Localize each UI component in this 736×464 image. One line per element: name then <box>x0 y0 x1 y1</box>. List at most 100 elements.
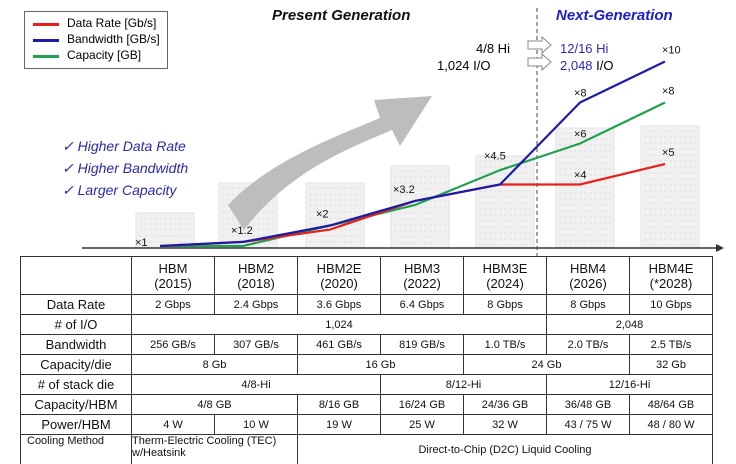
table-cell: 10 Gbps <box>629 294 713 315</box>
hbm-stack-silhouette <box>305 182 365 249</box>
multiplier-label: ×4.5 <box>484 150 506 162</box>
spec-table: HBM (2015) HBM2 (2018) HBM2E (2020) HBM3 (2022)… <box>20 256 713 464</box>
generation-year: (2022) <box>403 275 441 291</box>
table-cell: 8/12-Hi <box>380 374 547 395</box>
table-cell: 1,024 <box>131 314 547 335</box>
row-label: # of stack die <box>20 374 132 395</box>
io-to: 2,048 I/O <box>560 58 614 73</box>
table-cell: 819 GB/s <box>380 334 464 355</box>
legend-data-rate: Data Rate [Gb/s] <box>67 16 157 30</box>
table-cell: 32 W <box>463 414 547 435</box>
table-cell: 12/16-Hi <box>546 374 713 395</box>
generation-name: HBM3 <box>403 260 441 276</box>
row-label: Cooling Method <box>20 434 132 464</box>
generation-header: HBM2 (2018) <box>214 256 298 295</box>
legend-capacity: Capacity [GB] <box>67 48 142 62</box>
table-cell: 10 W <box>214 414 298 435</box>
stack-to: 12/16 Hi <box>560 41 609 56</box>
table-row: Power/HBM 4 W 10 W 19 W 25 W 32 W 43 / 75 W 48 … <box>20 414 713 435</box>
table-header-row: HBM (2015) HBM2 (2018) HBM2E (2020) HBM3 (2022)… <box>20 256 713 295</box>
io-to-unit: I/O <box>596 58 614 73</box>
table-cell: 2.5 TB/s <box>629 334 713 355</box>
table-cell: 16/24 GB <box>380 394 464 415</box>
benefit-item: ✓ Higher Bandwidth <box>62 160 189 176</box>
generation-year: (2026) <box>569 275 607 291</box>
generation-year: (2018) <box>237 275 275 291</box>
table-cell: 36/48 GB <box>546 394 630 415</box>
multiplier-label: ×5 <box>662 147 675 159</box>
table-cell: 4/8 GB <box>131 394 298 415</box>
table-cell-d2c: Direct-to-Chip (D2C) Liquid Cooling <box>297 434 713 464</box>
generation-name: HBM4E <box>648 260 694 276</box>
multiplier-label: ×2 <box>316 209 329 221</box>
benefit-item: ✓ Higher Data Rate <box>62 138 186 154</box>
table-row: # of I/O 1,024 2,048 <box>20 314 713 335</box>
table-cell: 48 / 80 W <box>629 414 713 435</box>
io-from: 1,024 I/O <box>437 58 491 73</box>
table-cell: 6.4 Gbps <box>380 294 464 315</box>
generation-year: (2015) <box>154 275 192 291</box>
table-cell: 8 Gbps <box>546 294 630 315</box>
next-generation-label: Next-Generation <box>556 7 673 24</box>
generation-header: HBM4 (2026) <box>546 256 630 295</box>
stack-from: 4/8 Hi <box>476 41 510 56</box>
table-cell: 2.0 TB/s <box>546 334 630 355</box>
generation-name: HBM4 <box>569 260 607 276</box>
generation-year: (*2028) <box>649 275 693 291</box>
generation-header: HBM3E (2024) <box>463 256 547 295</box>
generation-header: HBM (2015) <box>131 256 215 295</box>
table-cell-tec: Therm-Electric Cooling (TEC) w/Heatsink <box>131 434 298 464</box>
table-cell: 25 W <box>380 414 464 435</box>
legend-bandwidth: Bandwidth [GB/s] <box>67 32 160 46</box>
multiplier-label: ×6 <box>574 129 587 141</box>
benefit-item: ✓ Larger Capacity <box>62 182 177 198</box>
present-generation-label: Present Generation <box>272 7 411 24</box>
x-axis-arrow-icon <box>716 244 724 252</box>
table-cell: 19 W <box>297 414 381 435</box>
generation-name: HBM3E <box>482 260 528 276</box>
multiplier-label: ×10 <box>662 45 681 57</box>
series-line-bandwidth <box>159 60 666 248</box>
legend-swatch-data-rate <box>33 23 59 26</box>
multiplier-label: ×8 <box>574 88 587 100</box>
benefits-list: ✓ Higher Data Rate ✓ Higher Bandwidth ✓ … <box>62 135 188 201</box>
table-cell: 24 Gb <box>463 354 630 375</box>
arrow-right-icon <box>527 35 552 55</box>
row-label: Capacity/HBM <box>20 394 132 415</box>
hbm-stack-silhouette <box>555 127 615 249</box>
table-cell: 2 Gbps <box>131 294 215 315</box>
generation-header: HBM4E (*2028) <box>629 256 713 295</box>
generation-header: HBM2E (2020) <box>297 256 381 295</box>
legend: Data Rate [Gb/s] Bandwidth [GB/s] Capaci… <box>24 11 168 69</box>
generation-year: (2024) <box>486 275 524 291</box>
table-cell: 2,048 <box>546 314 713 335</box>
table-row: Capacity/die 8 Gb 16 Gb 24 Gb 32 Gb <box>20 354 713 375</box>
table-cell: 24/36 GB <box>463 394 547 415</box>
io-to-number: 2,048 <box>560 58 593 73</box>
table-cell: 16 Gb <box>297 354 464 375</box>
table-row: # of stack die 4/8-Hi 8/12-Hi 12/16-Hi <box>20 374 713 395</box>
generation-name: HBM2 <box>237 260 275 276</box>
row-label: Data Rate <box>20 294 132 315</box>
table-cell: 8 Gbps <box>463 294 547 315</box>
table-row: Bandwidth 256 GB/s 307 GB/s 461 GB/s 819 GB/… <box>20 334 713 355</box>
table-row: Capacity/HBM 4/8 GB 8/16 GB 16/24 GB 24/36 G… <box>20 394 713 415</box>
hbm-stack-silhouette <box>640 125 700 249</box>
table-cell: 3.6 Gbps <box>297 294 381 315</box>
row-label: Capacity/die <box>20 354 132 375</box>
table-cell: 307 GB/s <box>214 334 298 355</box>
table-cell: 8 Gb <box>131 354 298 375</box>
table-row-cooling: Cooling Method Therm-Electric Cooling (TE… <box>20 434 713 464</box>
arrow-right-icon <box>527 52 552 72</box>
table-cell: 4 W <box>131 414 215 435</box>
generation-name: HBM2E <box>316 260 362 276</box>
legend-swatch-capacity <box>33 55 59 58</box>
multiplier-label: ×4 <box>574 170 587 182</box>
table-cell: 461 GB/s <box>297 334 381 355</box>
multiplier-label: ×3.2 <box>393 184 415 196</box>
multiplier-label: ×8 <box>662 86 675 98</box>
legend-swatch-bandwidth <box>33 39 59 42</box>
row-label: Power/HBM <box>20 414 132 435</box>
multiplier-label: ×1.2 <box>231 225 253 237</box>
corner-cell <box>20 256 132 295</box>
